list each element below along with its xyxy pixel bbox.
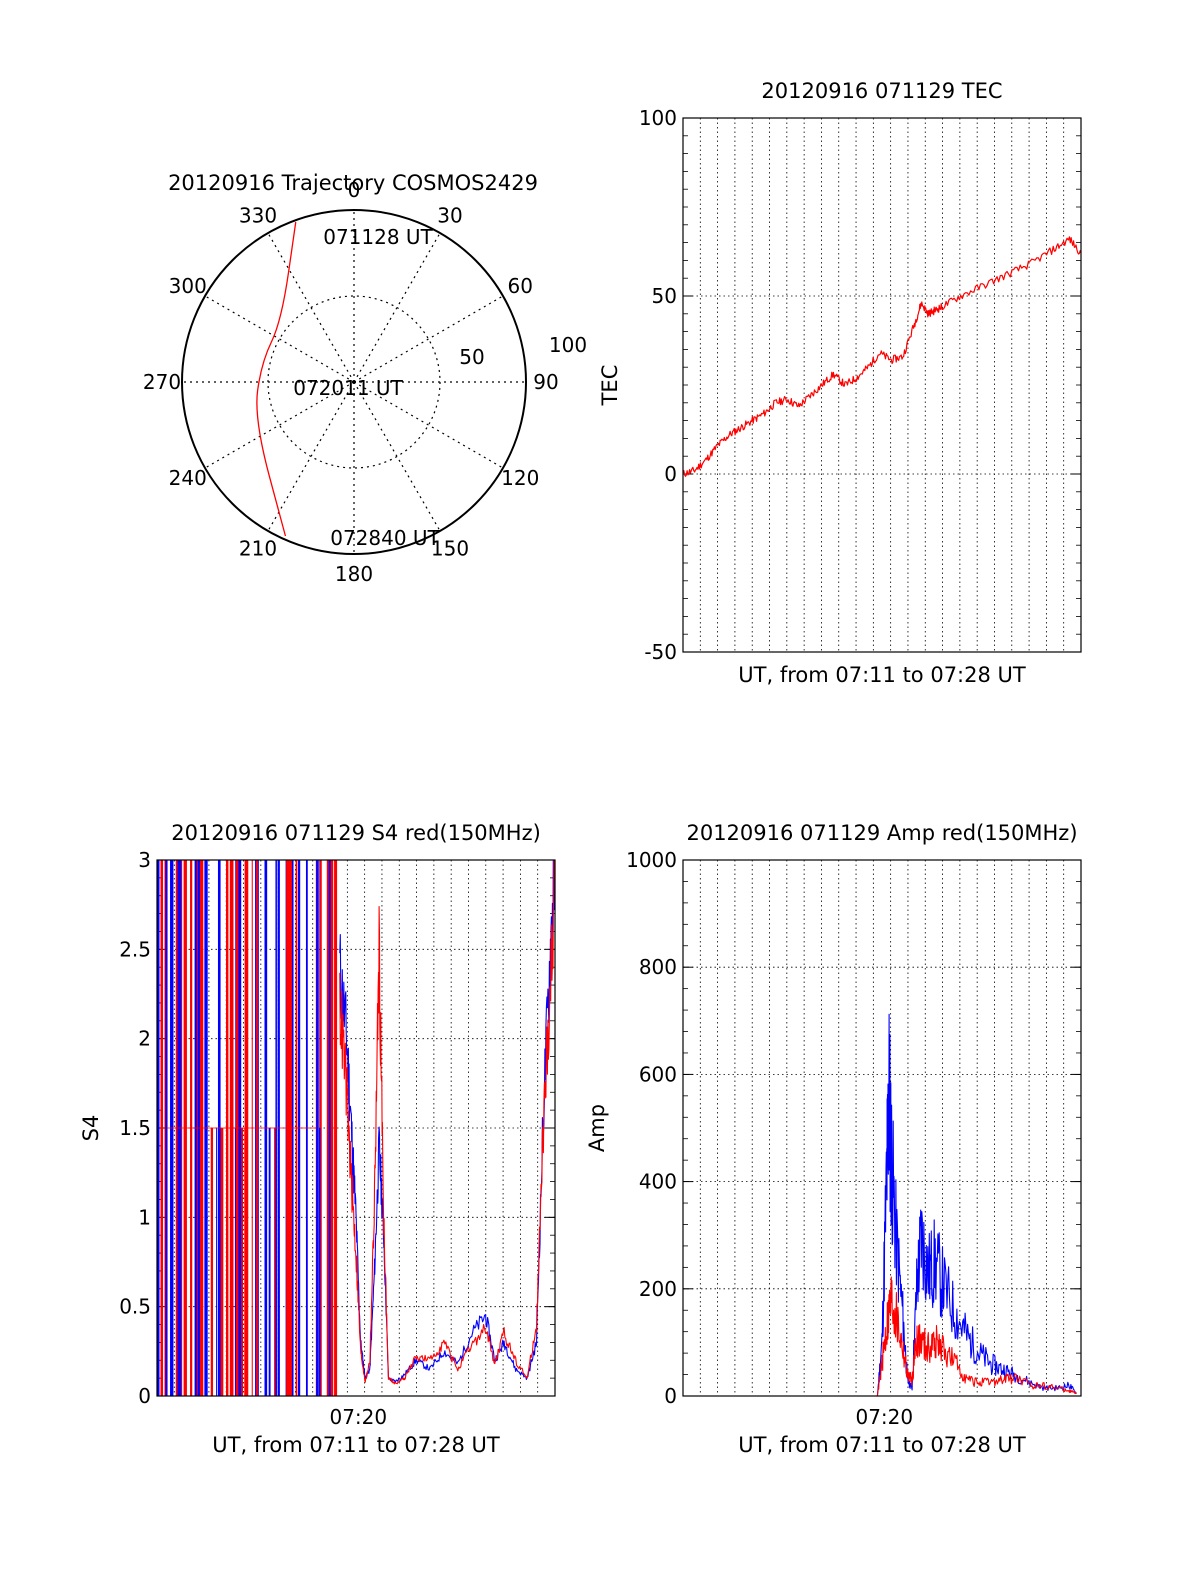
amp-panel: 20120916 071129 Amp red(150MHz) 0 200 400 60… [585, 821, 1082, 1457]
polar-spoke [353, 295, 504, 383]
x-axis-label: UT, from 07:11 to 07:28 UT [738, 1433, 1026, 1457]
y-tick-label: 100 [639, 106, 677, 130]
series-line [683, 236, 1081, 477]
polar-spoke [353, 381, 504, 469]
series-group [683, 236, 1081, 477]
x-tick-label: 07:20 [855, 1405, 913, 1429]
polar-azimuth-label: 300 [169, 274, 207, 298]
polar-radius-label-100: 100 [549, 333, 587, 357]
y-tick-label: 800 [639, 955, 677, 979]
polar-outer-circle [181, 209, 527, 555]
series-line [339, 860, 555, 1385]
series-group [683, 1013, 1077, 1396]
x-axis-label: UT, from 07:11 to 07:28 UT [738, 663, 1026, 687]
y-tick-label: 0 [664, 462, 677, 486]
polar-azimuth-label: 120 [501, 466, 539, 490]
y-tick-label: 1.5 [119, 1116, 151, 1140]
polar-azimuth-label: 180 [335, 562, 373, 586]
plot-frame [682, 859, 1082, 1397]
y-tick-label: 2.5 [119, 937, 151, 961]
polar-title: 20120916 Trajectory COSMOS2429 [168, 171, 538, 195]
y-tick-label: 0.5 [119, 1295, 151, 1319]
panel-title: 20120916 071129 TEC [761, 79, 1002, 103]
polar-spoke [204, 381, 355, 469]
polar-series [256, 221, 297, 537]
polar-spoke [204, 295, 355, 383]
polar-azimuth-label: 90 [533, 370, 558, 394]
plot-frame [156, 859, 556, 1397]
series-line [683, 1276, 1077, 1396]
polar-azimuth-label: 30 [437, 204, 462, 228]
series-line [683, 1013, 1077, 1396]
plot-frame [682, 117, 1082, 653]
y-tick-label: 0 [138, 1384, 151, 1408]
polar-azimuth-label: 60 [508, 274, 533, 298]
polar-azimuth-label: 210 [239, 536, 277, 560]
polar-end-label: 072840 UT [330, 526, 440, 550]
y-tick-label: 50 [652, 284, 677, 308]
polar-start-label: 071128 UT [323, 225, 433, 249]
y-tick-label: 1 [138, 1205, 151, 1229]
polar-azimuth-label: 150 [431, 536, 469, 560]
polar-trajectory-line [256, 221, 297, 537]
y-tick-label: 2 [138, 1027, 151, 1051]
polar-azimuth-labels: 0 30 60 90 120 150 180 210 240 270 300 330 [143, 178, 559, 586]
y-axis-label: TEC [598, 365, 622, 407]
polar-spoke [353, 232, 441, 383]
tec-panel: 20120916 071129 TEC -50 0 50 100 UT, from 07:… [598, 79, 1082, 687]
polar-mid-label: 072011 UT [293, 376, 403, 400]
polar-radius-label-50: 50 [459, 345, 484, 369]
polar-azimuth-label: 0 [348, 178, 361, 202]
panel-title: 20120916 071129 Amp red(150MHz) [686, 821, 1077, 845]
y-tick-label: 400 [639, 1170, 677, 1194]
y-axis-label: S4 [79, 1115, 103, 1142]
y-tick-label: 0 [664, 1384, 677, 1408]
polar-spoke [267, 381, 355, 532]
x-axis-label: UT, from 07:11 to 07:28 UT [212, 1433, 500, 1457]
y-tick-label: 1000 [626, 848, 677, 872]
polar-spoke [267, 232, 355, 383]
y-tick-label: -50 [644, 640, 677, 664]
y-tick-label: 600 [639, 1062, 677, 1086]
polar-trajectory-panel: 20120916 Trajectory COSMOS2429 0 30 60 90 12… [143, 171, 587, 586]
polar-spoke [353, 381, 441, 532]
polar-azimuth-label: 270 [143, 370, 181, 394]
x-tick-label: 07:20 [329, 1405, 387, 1429]
y-tick-label: 200 [639, 1277, 677, 1301]
panel-title: 20120916 071129 S4 red(150MHz) [171, 821, 541, 845]
polar-azimuth-label: 330 [239, 204, 277, 228]
s4-panel: 20120916 071129 S4 red(150MHz) 0 0.5 1 1.5 2 2… [79, 821, 556, 1457]
polar-grid [181, 209, 527, 555]
y-axis-label: Amp [585, 1104, 609, 1152]
polar-azimuth-label: 240 [169, 466, 207, 490]
series-group [157, 860, 555, 1396]
y-tick-label: 3 [138, 848, 151, 872]
